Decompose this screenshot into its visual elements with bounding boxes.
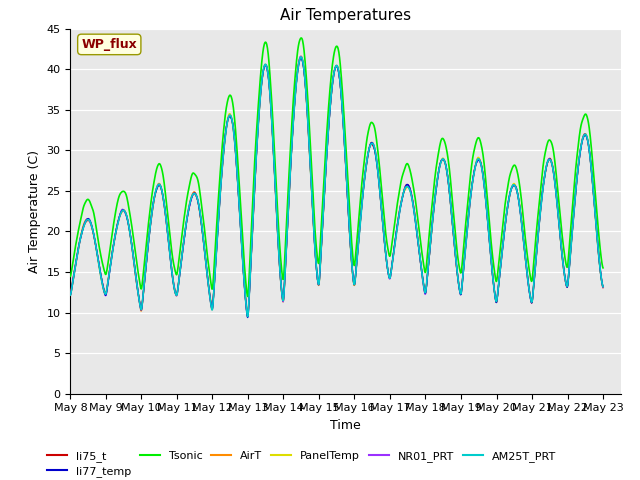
Title: Air Temperatures: Air Temperatures — [280, 9, 411, 24]
X-axis label: Time: Time — [330, 419, 361, 432]
Y-axis label: Air Temperature (C): Air Temperature (C) — [28, 150, 41, 273]
Legend: li75_t, li77_temp, Tsonic, AirT, PanelTemp, NR01_PRT, AM25T_PRT: li75_t, li77_temp, Tsonic, AirT, PanelTe… — [42, 446, 561, 480]
Text: WP_flux: WP_flux — [81, 38, 137, 51]
